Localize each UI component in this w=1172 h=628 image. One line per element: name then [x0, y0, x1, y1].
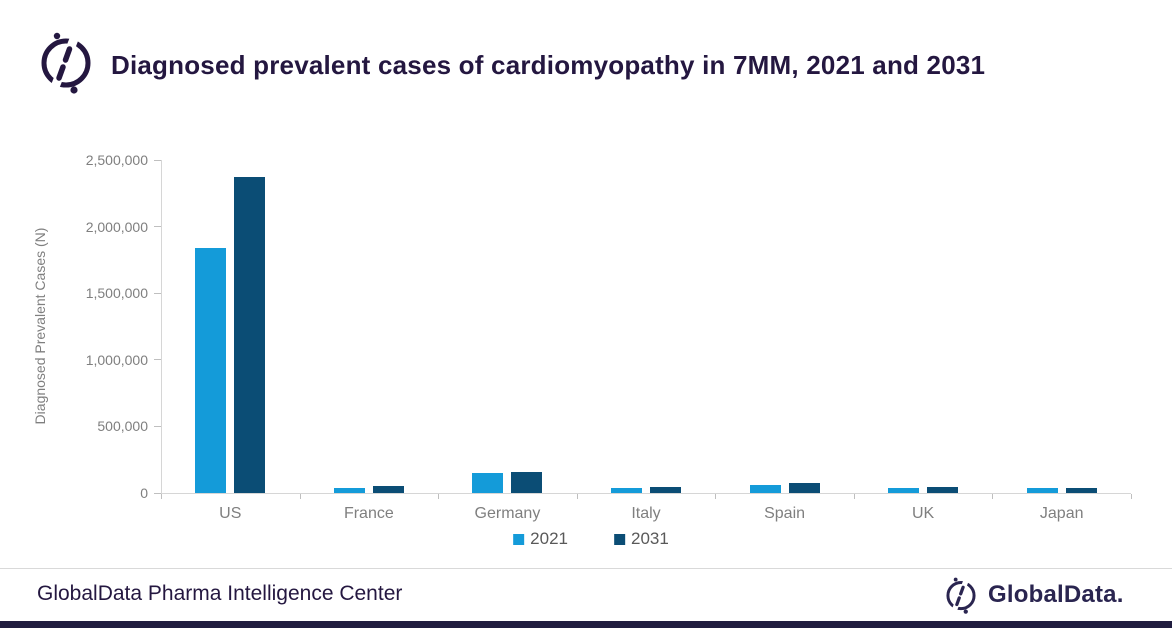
- y-axis-tick: [154, 226, 161, 228]
- legend-label-2031: 2031: [631, 529, 669, 548]
- bar-2021-Japan: [1026, 488, 1058, 493]
- x-axis-category-label: Spain: [764, 505, 806, 522]
- footer-logo-text: GlobalData.: [988, 581, 1124, 608]
- bar-2021-France: [333, 488, 365, 493]
- y-axis-tick: [154, 159, 161, 161]
- bottom-accent-bar: [0, 621, 1172, 628]
- footer-logo: GlobalData.: [943, 576, 1124, 614]
- bar-2031-Italy: [650, 487, 681, 493]
- bar-2021-US: [195, 248, 227, 493]
- bar-2021-Germany: [472, 473, 504, 493]
- x-axis-category-label: Japan: [1039, 505, 1084, 522]
- y-axis-title: Diagnosed Prevalent Cases (N): [32, 227, 48, 425]
- y-axis-tick-label: 2,000,000: [85, 218, 148, 235]
- y-axis-tick-label: 2,500,000: [85, 152, 148, 168]
- y-axis-tick: [154, 425, 161, 427]
- legend-item-2031: 2031: [614, 529, 669, 549]
- legend-label-2021: 2021: [530, 529, 568, 548]
- footer-divider: [0, 568, 1172, 569]
- bar-2031-Germany: [511, 472, 543, 493]
- x-axis-tick: [576, 494, 578, 499]
- bar-2021-Spain: [749, 485, 781, 493]
- x-axis-line: [161, 493, 1131, 494]
- legend-swatch-2021: [513, 533, 525, 545]
- chart-title: Diagnosed prevalent cases of cardiomyopa…: [111, 50, 986, 80]
- footer-brand-text: GlobalData Pharma Intelligence Center: [37, 582, 403, 605]
- y-axis-tick: [154, 492, 161, 494]
- bar-2031-France: [372, 486, 404, 493]
- x-axis-tick: [715, 494, 717, 499]
- bar-2031-UK: [927, 487, 959, 493]
- x-axis-tick: [161, 494, 162, 499]
- x-axis-tick: [992, 494, 994, 499]
- x-axis-tick: [299, 494, 301, 499]
- globaldata-mark-icon: [946, 577, 976, 614]
- y-axis-tick: [154, 359, 161, 361]
- globaldata-mark-icon: [41, 32, 91, 94]
- x-axis-category-label: UK: [912, 505, 935, 522]
- x-axis-category-label: Italy: [631, 505, 661, 522]
- bar-2031-Spain: [788, 483, 820, 493]
- x-axis-category-label: France: [343, 505, 394, 522]
- y-axis-tick: [154, 292, 161, 294]
- y-axis-tick-label: 500,000: [97, 418, 148, 435]
- x-axis-tick: [1131, 494, 1132, 499]
- x-axis-tick: [853, 494, 855, 499]
- legend-item-2021: 2021: [513, 529, 568, 549]
- bar-2021-Italy: [611, 488, 642, 493]
- y-axis-tick-label: 1,500,000: [85, 285, 148, 302]
- y-axis-line: [161, 160, 162, 494]
- bar-2031-US: [234, 177, 266, 493]
- x-axis-category-label: US: [219, 505, 242, 522]
- y-axis-tick-label: 1,000,000: [85, 351, 148, 368]
- x-axis-category-label: Germany: [474, 505, 541, 522]
- y-axis-tick-label: 0: [140, 485, 148, 501]
- bar-2031-Japan: [1065, 488, 1097, 493]
- chart-legend: 2021 2031: [513, 529, 669, 549]
- x-axis-tick: [438, 494, 440, 499]
- bar-2021-UK: [888, 488, 920, 493]
- legend-swatch-2031: [614, 533, 625, 545]
